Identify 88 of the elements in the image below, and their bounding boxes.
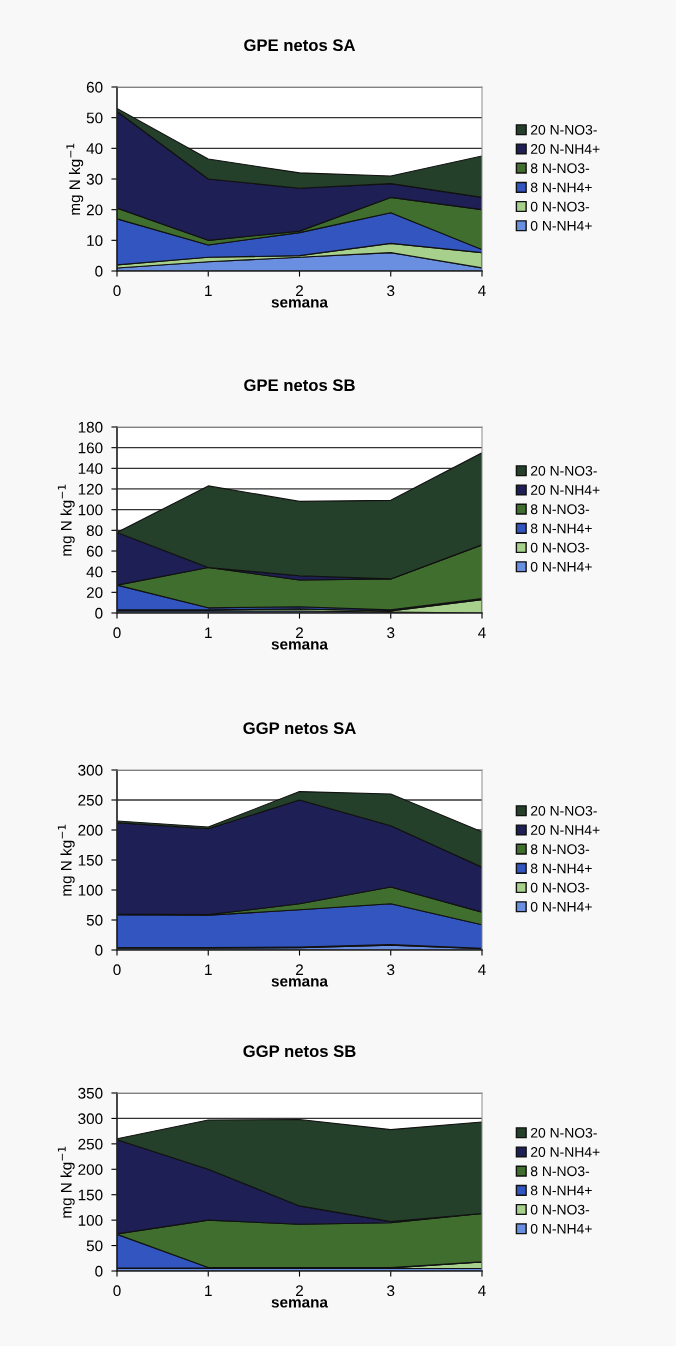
chart-title: GPE netos SA bbox=[244, 39, 356, 52]
y-tick-label: 10 bbox=[87, 235, 103, 247]
y-tick-label: 40 bbox=[86, 143, 103, 155]
y-tick-label: 50 bbox=[86, 112, 103, 124]
y-tick-label: 0 bbox=[95, 1265, 103, 1277]
x-tick-label: 3 bbox=[387, 627, 395, 639]
y-tick-label: 180 bbox=[78, 421, 103, 433]
y-tick-label: 50 bbox=[86, 1240, 103, 1252]
y-tick-label: 50 bbox=[86, 914, 103, 926]
legend-label: 20 N-NH4+ bbox=[530, 825, 600, 835]
y-tick-label: 0 bbox=[95, 607, 103, 619]
legend-label: 8 N-NO3- bbox=[530, 1166, 590, 1177]
x-tick-label: 4 bbox=[478, 1285, 486, 1296]
y-tick-label: 140 bbox=[78, 463, 103, 475]
chart-title: GPE netos SB bbox=[244, 379, 355, 392]
y-axis-title: mg N kg$^{−1}$ bbox=[57, 1146, 75, 1218]
y-axis-title: mg N kg$^{−1}$ bbox=[57, 824, 75, 896]
y-tick-label: 200 bbox=[78, 824, 103, 836]
x-tick-label: 1 bbox=[205, 1285, 212, 1296]
y-tick-label: 20 bbox=[86, 204, 103, 216]
y-tick-label: 100 bbox=[78, 504, 103, 516]
x-tick-label: 4 bbox=[478, 627, 486, 638]
legend-label: 8 N-NH4+ bbox=[530, 1185, 592, 1196]
y-tick-label: 80 bbox=[86, 525, 103, 537]
legend-label: 0 N-NH4+ bbox=[530, 220, 592, 231]
x-axis-title: semana bbox=[271, 978, 329, 987]
x-tick-label: 1 bbox=[205, 964, 212, 975]
x-tick-label: 3 bbox=[387, 1285, 395, 1297]
chart-title: GGP netos SA bbox=[243, 722, 356, 735]
y-axis-title: mg N kg$^{−1}$ bbox=[57, 484, 75, 556]
x-tick-label: 4 bbox=[478, 285, 486, 296]
x-tick-label: 1 bbox=[205, 285, 212, 296]
legend-label: 0 N-NH4+ bbox=[530, 561, 592, 572]
y-tick-label: 250 bbox=[78, 794, 103, 806]
y-tick-label: 300 bbox=[78, 764, 103, 776]
y-tick-label: 60 bbox=[86, 545, 103, 557]
x-axis-title: semana bbox=[271, 1299, 329, 1308]
x-tick-label: 0 bbox=[113, 285, 121, 297]
y-tick-label: 120 bbox=[78, 483, 103, 495]
y-tick-label: 150 bbox=[78, 854, 103, 866]
legend-label: 8 N-NH4+ bbox=[530, 523, 592, 534]
x-tick-label: 3 bbox=[387, 964, 395, 976]
y-tick-label: 250 bbox=[78, 1138, 103, 1150]
y-tick-label: 100 bbox=[78, 884, 103, 896]
legend-label: 20 N-NO3- bbox=[530, 805, 597, 816]
x-axis-title: semana bbox=[271, 299, 329, 308]
x-tick-label: 3 bbox=[387, 285, 395, 297]
legend-label: 20 N-NH4+ bbox=[530, 1147, 600, 1157]
legend-label: 8 N-NO3- bbox=[530, 844, 590, 855]
legend-label: 20 N-NH4+ bbox=[530, 144, 600, 154]
legend-label: 0 N-NO3- bbox=[530, 542, 590, 553]
y-tick-label: 60 bbox=[86, 81, 103, 93]
x-tick-label: 0 bbox=[113, 627, 121, 639]
y-tick-label: 200 bbox=[78, 1164, 103, 1175]
x-tick-label: 2 bbox=[296, 285, 303, 296]
x-tick-label: 4 bbox=[478, 964, 486, 975]
legend-label: 0 N-NH4+ bbox=[530, 901, 592, 912]
y-tick-label: 300 bbox=[78, 1113, 103, 1125]
x-tick-label: 0 bbox=[113, 1285, 121, 1297]
legend-label: 20 N-NH4+ bbox=[530, 485, 600, 495]
y-axis-title: mg N kg$^{−1}$ bbox=[66, 143, 84, 215]
y-tick-label: 350 bbox=[78, 1087, 103, 1099]
y-tick-label: 150 bbox=[78, 1189, 103, 1201]
x-tick-label: 1 bbox=[205, 627, 212, 638]
x-tick-label: 0 bbox=[113, 964, 121, 976]
legend-label: 8 N-NO3- bbox=[530, 163, 590, 174]
legend-label: 8 N-NH4+ bbox=[530, 182, 592, 193]
x-tick-label: 2 bbox=[296, 1285, 303, 1296]
legend-label: 0 N-NO3- bbox=[530, 1204, 590, 1215]
x-axis-title: semana bbox=[271, 641, 329, 650]
y-tick-label: 40 bbox=[86, 566, 103, 578]
y-tick-label: 0 bbox=[95, 265, 103, 277]
y-tick-label: 20 bbox=[86, 587, 103, 599]
legend-label: 20 N-NO3- bbox=[530, 124, 597, 135]
legend-label: 20 N-NO3- bbox=[530, 465, 597, 476]
legend-label: 8 N-NO3- bbox=[530, 504, 590, 515]
y-tick-label: 0 bbox=[95, 944, 103, 956]
x-tick-label: 2 bbox=[296, 627, 303, 638]
legend-label: 20 N-NO3- bbox=[530, 1127, 597, 1138]
y-tick-label: 100 bbox=[78, 1215, 103, 1226]
chart-title: GGP netos SB bbox=[243, 1045, 356, 1058]
legend-label: 0 N-NH4+ bbox=[530, 1223, 592, 1234]
x-tick-label: 2 bbox=[296, 964, 303, 975]
legend-label: 0 N-NO3- bbox=[530, 882, 590, 893]
legend-label: 8 N-NH4+ bbox=[530, 863, 592, 874]
legend-label: 0 N-NO3- bbox=[530, 201, 590, 212]
y-tick-label: 30 bbox=[86, 173, 103, 185]
y-tick-label: 160 bbox=[78, 442, 103, 454]
